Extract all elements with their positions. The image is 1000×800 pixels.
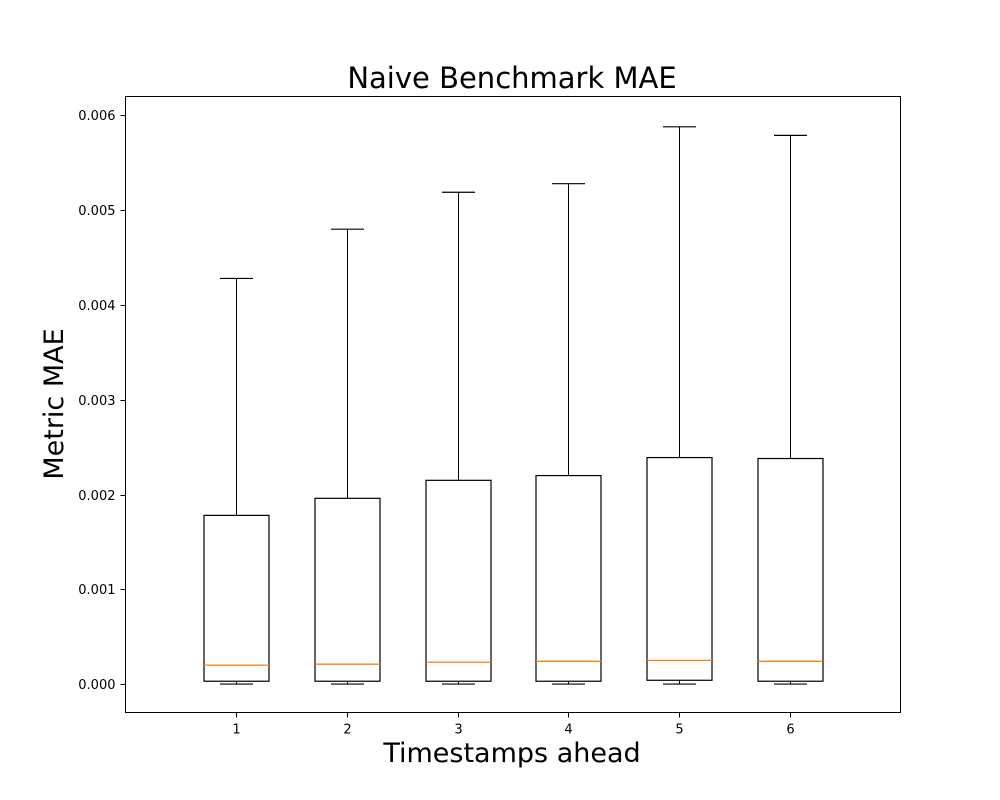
box-group xyxy=(314,228,381,685)
y-tick-label: 0.001 xyxy=(78,583,115,598)
chart-title: Naive Benchmark MAE xyxy=(347,61,676,95)
x-tick-label: 4 xyxy=(564,723,572,738)
box-group xyxy=(425,191,492,685)
box-iqr xyxy=(203,514,270,682)
box-iqr xyxy=(757,457,824,682)
y-tick-label: 0.002 xyxy=(78,489,115,504)
box-iqr xyxy=(425,479,492,682)
y-tick-label: 0.005 xyxy=(78,204,115,219)
x-tick-label: 6 xyxy=(786,723,794,738)
x-tick-label: 1 xyxy=(232,723,240,738)
plot-area xyxy=(203,126,824,685)
x-tick-label: 5 xyxy=(675,723,683,738)
y-axis-label: Metric MAE xyxy=(39,328,70,479)
box-iqr xyxy=(535,474,602,682)
box-group xyxy=(535,183,602,685)
box-group xyxy=(646,126,713,685)
x-tick-label: 3 xyxy=(454,723,462,738)
y-axis: 0.000 0.001 0.002 0.003 0.004 0.005 0.006 xyxy=(78,109,126,693)
axes-frame xyxy=(125,96,901,713)
box-iqr xyxy=(314,497,381,682)
x-axis: 1 2 3 4 5 6 xyxy=(232,712,795,738)
y-tick-label: 0.000 xyxy=(78,678,115,693)
x-axis-label: Timestamps ahead xyxy=(382,738,640,769)
box-group xyxy=(203,277,270,685)
x-tick-label: 2 xyxy=(343,723,351,738)
box-iqr xyxy=(646,456,713,681)
y-tick-label: 0.003 xyxy=(78,394,115,409)
y-tick-label: 0.006 xyxy=(78,109,115,124)
y-tick-label: 0.004 xyxy=(78,299,115,314)
box-group xyxy=(757,134,824,685)
